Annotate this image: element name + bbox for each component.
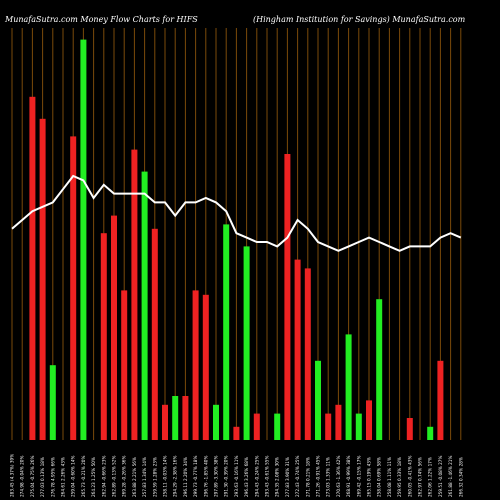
money-flow-bar — [121, 290, 128, 440]
x-tick-label: 283.45 (4.37%) 39% — [10, 454, 15, 497]
x-tick-label: 258.11 -0.03% 14% — [163, 456, 168, 497]
x-tick-label: 262.94 -0.66% 23% — [101, 456, 106, 497]
money-flow-bar — [315, 360, 321, 440]
x-tick-label: 258.08 1.11% 11% — [387, 457, 392, 497]
chart-header-right: (Hingham Institution for Savings) Munafa… — [253, 15, 466, 24]
money-flow-bar — [284, 154, 291, 440]
money-flow-bar — [274, 413, 281, 440]
money-flow-bar — [253, 413, 260, 440]
x-tick-label: 265.15 0.19% 43% — [367, 457, 372, 497]
money-flow-bar — [192, 290, 199, 440]
money-flow-bar — [437, 360, 444, 440]
money-flow-bar — [366, 400, 372, 440]
x-tick-label: 262.89 -0.13% 52% — [112, 456, 117, 497]
x-tick-label: 296.76 -1.85% 40% — [203, 456, 208, 497]
x-tick-label: 299.73 -0.77% 18% — [193, 456, 198, 497]
x-tick-label: 268.91 -0.99% 38% — [346, 456, 351, 497]
money-flow-bar — [182, 396, 189, 440]
x-tick-label: 296.43 3.26% 68% — [244, 457, 249, 497]
x-tick-label: 259.59 1.28% 23% — [152, 457, 157, 497]
x-tick-label: 264.61 2.26% 43% — [61, 457, 66, 497]
x-tick-label: 271.26 -0.91% 45% — [316, 456, 321, 497]
money-flow-bar — [70, 136, 77, 440]
money-flow-bar — [223, 224, 230, 440]
x-tick-label: 276.78 4.95% 66% — [50, 457, 55, 497]
x-tick-label: 294.43 -0.24% 25% — [254, 456, 259, 497]
x-tick-label: 297.89 -3.30% 38% — [214, 456, 219, 497]
x-tick-label: 259.95 0.33% 18% — [397, 457, 402, 497]
money-flow-bar — [39, 118, 46, 441]
x-tick-label: 260.05 -0.41% 43% — [407, 456, 412, 497]
money-flow-bar — [172, 396, 179, 440]
money-flow-bar — [427, 426, 434, 440]
x-tick-label: 262.06 1.22% 17% — [428, 457, 433, 497]
x-tick-label: 263.88 2.21% 56% — [132, 457, 137, 497]
money-flow-bar — [213, 404, 219, 440]
x-tick-label: 293.63 -0.16% 11% — [234, 456, 239, 497]
x-tick-label: 291.30 -0.39% 20% — [224, 456, 229, 497]
money-flow-bar — [162, 404, 168, 440]
x-tick-label: 272.43 -0.74% 25% — [295, 456, 300, 497]
x-tick-label: 261.88 -1.46% 21% — [448, 456, 453, 497]
money-flow-bar — [376, 299, 383, 440]
x-tick-label: 262.97 0.74% 56% — [418, 457, 423, 497]
x-tick-label: 259.04 -0.60% 14% — [71, 456, 76, 497]
money-flow-bar — [243, 246, 250, 440]
x-tick-label: 274.98 -0.04% 20% — [20, 456, 25, 497]
price-line — [11, 174, 462, 252]
x-tick-label: 296.11 2.20% 34% — [183, 457, 188, 497]
x-tick-label: 293.43 -0.61% 55% — [265, 456, 270, 497]
x-tick-label: 259.51 -0.08% 27% — [438, 456, 443, 497]
x-tick-label: 271.78 0.21% 18% — [305, 457, 310, 497]
money-flow-bar — [294, 259, 301, 440]
x-tick-label: 269.28 -0.26% 36% — [122, 456, 127, 497]
x-tick-label: 264.23 1.25% 50% — [91, 457, 96, 497]
x-tick-label: 270.63 -1.36% 42% — [336, 456, 341, 497]
money-flow-bar — [80, 39, 87, 440]
money-flow-bar — [304, 268, 311, 440]
x-tick-label: 257.83 1.34% 14% — [142, 457, 147, 497]
money-flow-bar — [202, 294, 209, 440]
money-flow-bar — [100, 233, 107, 440]
money-flow-bar — [325, 413, 332, 440]
money-flow-bar — [335, 404, 342, 440]
money-flow-bar — [151, 228, 158, 440]
money-flow-bar — [345, 334, 352, 440]
chart-header-left: MunafaSutra.com Money Flow Charts for HI… — [4, 15, 198, 24]
money-flow-bar — [355, 413, 362, 440]
x-tick-label: 294.35 2.08% 30% — [275, 457, 280, 497]
money-flow-bar — [111, 215, 117, 440]
x-tick-label: 277.03 0.13% 18% — [40, 457, 45, 497]
x-tick-label: 266.32 0.34% 28% — [458, 457, 463, 497]
money-flow-bar — [49, 365, 56, 440]
money-flow-bars — [29, 39, 444, 441]
money-flow-bar — [406, 418, 413, 440]
x-tick-label: 258.04 0.69% 58% — [377, 457, 382, 497]
money-flow-bar — [141, 171, 148, 440]
x-tick-label: 273.03 1.33% 11% — [326, 457, 331, 497]
money-flow-bar — [131, 149, 138, 440]
x-tick-labels: 283.45 (4.37%) 39% 274.98 -0.04% 20% 275.0… — [10, 454, 464, 497]
x-tick-label: 275.04 -0.75% 26% — [30, 456, 35, 497]
money-flow-bar — [233, 426, 240, 440]
x-tick-label: 269.42 -0.15% 17% — [356, 456, 361, 497]
x-tick-label: 294.29 -2.38% 16% — [173, 456, 178, 497]
x-tick-label: 277.83 3.90% 31% — [285, 457, 290, 497]
money-flow-bar — [29, 96, 36, 441]
x-tick-label: 265.73 -0.21% 20% — [81, 456, 86, 497]
